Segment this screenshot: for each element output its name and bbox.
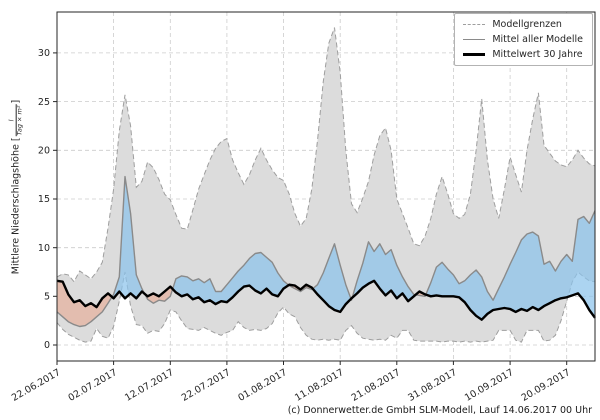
x-tick-label: 02.07.2017 xyxy=(66,367,119,404)
y-axis-label: Mittlere Niederschlagshöhe [l Tag × m²] xyxy=(7,99,24,275)
above-normal-fill xyxy=(57,176,595,320)
x-tick-label: 01.08.2017 xyxy=(236,367,289,404)
x-tick-label: 21.08.2017 xyxy=(350,367,403,404)
y-axis-label-text: Mittlere Niederschlagshöhe [ xyxy=(10,137,22,275)
legend-entry-30y-mean: Mittelwert 30 Jahre xyxy=(463,49,583,60)
x-tick-label: 20.09.2017 xyxy=(520,367,573,404)
axes-spines xyxy=(56,11,596,362)
copyright-attribution: (c) Donnerwetter.de GmbH SLM-Modell, Lau… xyxy=(287,405,592,416)
x-tick-label: 12.07.2017 xyxy=(123,367,176,404)
y-tick-label: 0 xyxy=(44,340,50,351)
y-axis-label-bracket: ] xyxy=(10,99,22,104)
dashed-line-swatch xyxy=(463,24,486,25)
legend-label: Mittelwert 30 Jahre xyxy=(492,49,583,60)
y-tick-label: 5 xyxy=(44,292,50,303)
legend-label: Modellgrenzen xyxy=(492,19,562,30)
unit-denominator: Tag × m² xyxy=(15,104,24,137)
mean-30-years-line xyxy=(56,279,596,321)
model-mean-line xyxy=(56,175,596,328)
legend-entry-model-bounds: Modellgrenzen xyxy=(463,19,583,30)
y-tick-label: 20 xyxy=(38,146,50,157)
gray-line-swatch xyxy=(463,39,486,40)
x-tick-label: 22.06.2017 xyxy=(10,367,63,404)
y-tick-label: 10 xyxy=(38,243,50,254)
y-tick-label: 25 xyxy=(38,97,50,108)
model-range-band xyxy=(57,27,595,343)
x-tick-label: 22.07.2017 xyxy=(180,367,233,404)
y-tick-label: 15 xyxy=(38,194,50,205)
x-tick-label: 31.08.2017 xyxy=(406,367,459,404)
x-tick-label: 10.09.2017 xyxy=(463,367,516,404)
model-lower-bound-line xyxy=(56,271,596,343)
legend-label: Mittel aller Modelle xyxy=(492,34,583,45)
model-upper-bound-line xyxy=(56,27,596,283)
x-tick-label: 11.08.2017 xyxy=(293,367,346,404)
y-axis-unit-fraction: l Tag × m² xyxy=(7,104,24,137)
y-tick-label: 30 xyxy=(38,48,50,59)
unit-numerator: l xyxy=(7,119,16,122)
legend: Modellgrenzen Mittel aller Modelle Mitte… xyxy=(454,13,593,66)
black-line-swatch xyxy=(463,53,486,56)
legend-entry-model-mean: Mittel aller Modelle xyxy=(463,34,583,45)
